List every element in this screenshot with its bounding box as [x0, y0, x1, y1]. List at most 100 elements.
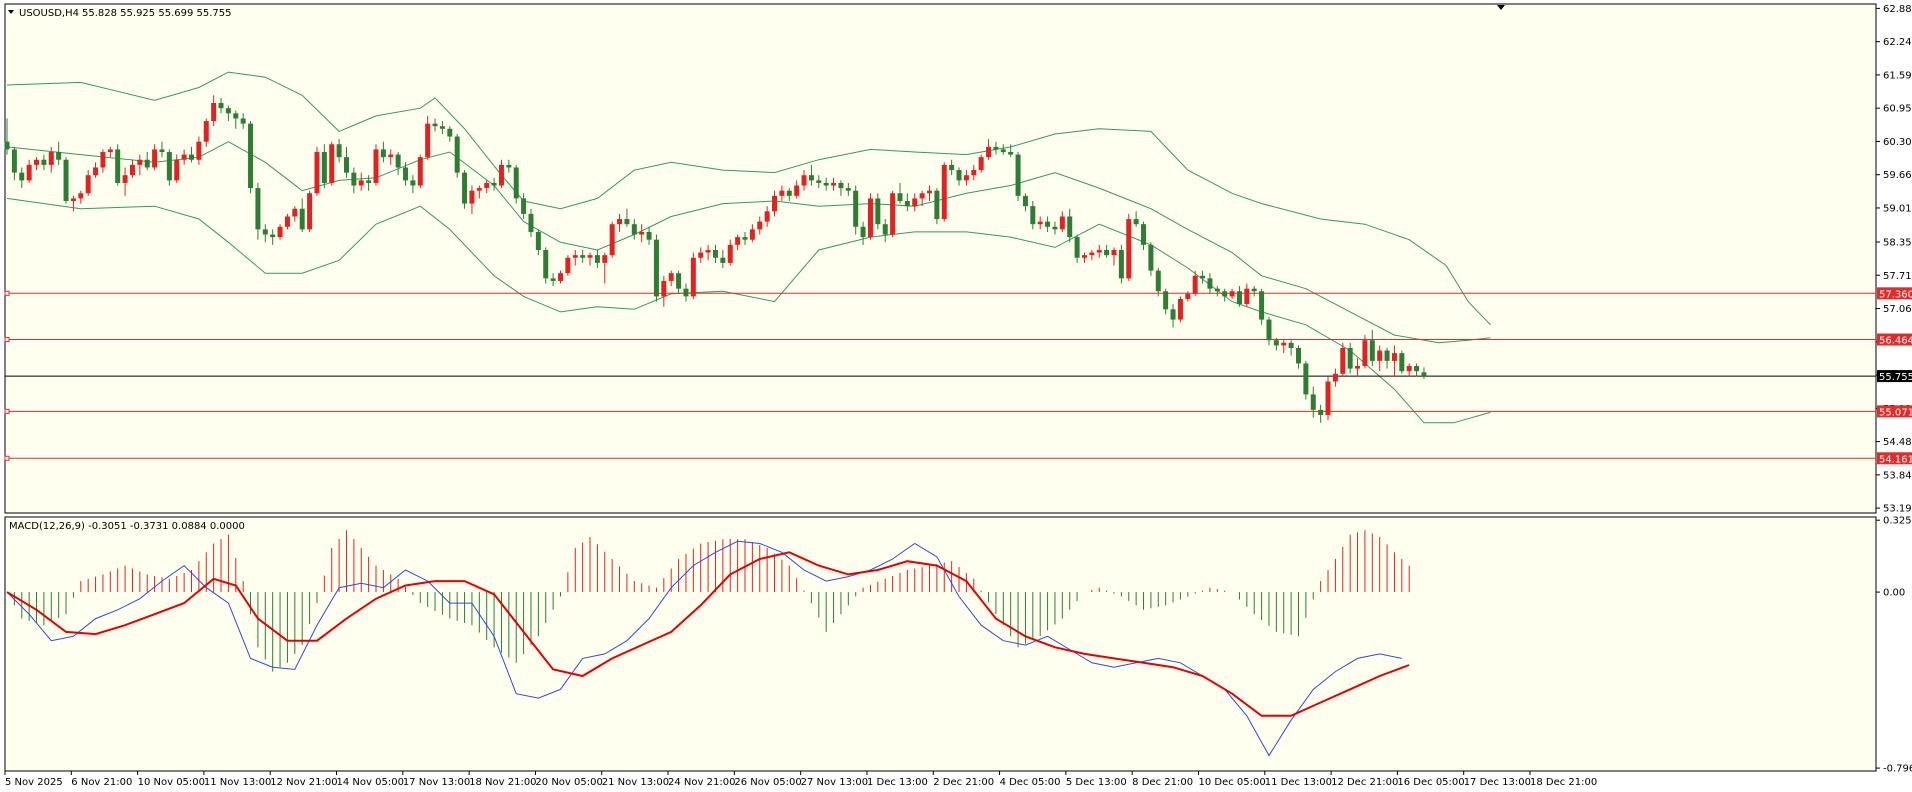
candle-body [816, 180, 822, 183]
candle-body [668, 273, 674, 281]
symbol-menu-icon[interactable] [8, 10, 14, 14]
time-tick-label: 11 Nov 13:00 [204, 777, 271, 788]
candle-body [1111, 249, 1117, 256]
bollinger-upper-band [6, 71, 1491, 326]
price-tick-label: 62.885 [1883, 4, 1912, 15]
candle-body [321, 152, 327, 183]
candle-body [1163, 291, 1169, 310]
candle-body [255, 188, 261, 230]
scroll-marker-icon[interactable] [1497, 5, 1505, 10]
candle-body [34, 159, 40, 165]
candle-body [181, 154, 187, 160]
candle-body [1303, 363, 1309, 395]
candle-body [196, 141, 202, 160]
price-tick-label: 53.195 [1883, 504, 1912, 515]
candle-body [617, 219, 623, 225]
candle-body [1118, 249, 1124, 279]
level-price-label: 57.360 [1879, 289, 1912, 300]
candle-body [85, 175, 91, 194]
candle-body [484, 182, 490, 189]
candle-body [1236, 291, 1242, 305]
candle-body [749, 229, 755, 240]
candle-body [867, 198, 873, 238]
level-handle[interactable] [4, 455, 10, 461]
candle-body [299, 208, 305, 230]
level-handle[interactable] [4, 408, 10, 414]
candle-body [646, 231, 652, 240]
candle-body [1096, 249, 1102, 253]
candle-body [48, 152, 54, 165]
candle-body [572, 255, 578, 258]
time-tick-label: 2 Dec 21:00 [933, 777, 994, 788]
time-tick-label: 20 Nov 05:00 [535, 777, 602, 788]
candle-body [1089, 252, 1095, 256]
time-tick-label: 11 Dec 13:00 [1265, 777, 1332, 788]
candle-body [565, 257, 571, 274]
ohlc-readout: 55.828 55.925 55.699 55.755 [82, 8, 232, 19]
price-panel-bg [4, 3, 1877, 514]
price-panel[interactable] [4, 71, 1877, 461]
candle-body [1067, 216, 1073, 238]
candle-body [491, 182, 497, 186]
candle-body [1222, 291, 1228, 297]
candle-body [144, 159, 150, 168]
candle-body [1414, 366, 1420, 372]
candle-body [890, 193, 896, 235]
candle-body [56, 152, 62, 160]
candle-body [262, 229, 268, 235]
candle-body [447, 128, 453, 137]
candle-body [661, 280, 667, 297]
candle-body [772, 195, 778, 212]
candle-body [1000, 149, 1006, 153]
candle-body [336, 144, 342, 158]
candle-body [934, 190, 940, 220]
candle-body [1347, 347, 1353, 369]
level-price-label: 56.464 [1879, 336, 1912, 347]
level-price-tag [1877, 287, 1912, 300]
candle-body [927, 190, 932, 194]
candle-body [410, 180, 416, 186]
candle-body [1259, 291, 1265, 320]
candle-body [425, 123, 431, 158]
candle-body [498, 164, 504, 186]
time-tick-label: 12 Dec 21:00 [1331, 777, 1398, 788]
bollinger-lower-band [6, 197, 1491, 424]
candle-body [166, 152, 172, 181]
candle-body [823, 182, 829, 186]
candle-body [1155, 270, 1161, 292]
time-tick-label: 18 Nov 21:00 [469, 777, 536, 788]
candle-body [373, 149, 379, 183]
candle-body [757, 221, 763, 230]
candle-body [1266, 319, 1272, 341]
candle-body [1288, 342, 1294, 348]
candle-body [543, 249, 549, 279]
candle-body [1192, 275, 1198, 294]
candle-body [159, 149, 165, 153]
time-tick-label: 21 Nov 13:00 [602, 777, 669, 788]
candle-body [351, 172, 357, 186]
candle-body [314, 152, 320, 194]
candle-body [528, 213, 534, 232]
candle-body [1045, 221, 1051, 227]
candle-body [233, 113, 239, 119]
level-handle[interactable] [4, 337, 10, 343]
price-tick-label: 59.660 [1883, 170, 1912, 181]
candle-body [476, 188, 482, 191]
candle-body [875, 198, 881, 225]
candle-body [513, 167, 519, 199]
candle-body [1008, 152, 1014, 155]
candle-body [1133, 219, 1139, 225]
candle-body [698, 252, 704, 258]
candle-body [329, 144, 335, 183]
price-tick-label: 54.485 [1883, 437, 1912, 448]
time-tick-label: 8 Dec 21:00 [1132, 777, 1193, 788]
candle-body [358, 180, 364, 186]
candle-body [4, 141, 10, 150]
candle-body [801, 175, 807, 186]
macd-panel[interactable] [6, 530, 1410, 757]
macd-title: MACD(12,26,9) -0.3051 -0.3731 0.0884 0.0… [9, 521, 245, 532]
candle-body [218, 103, 224, 109]
level-handle[interactable] [4, 290, 10, 296]
